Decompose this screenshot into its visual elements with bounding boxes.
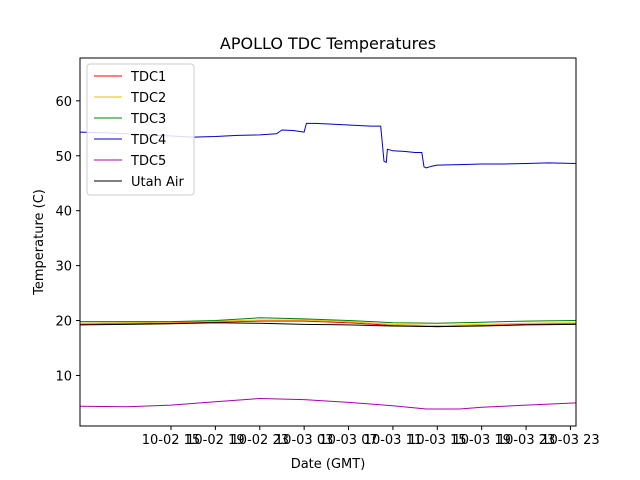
y-tick-label: 20 [55, 315, 72, 330]
series-line-tdc3 [80, 317, 576, 324]
legend: TDC1 TDC2 TDC3 TDC4 TDC5 Utah Air [86, 63, 195, 196]
legend-label-tdc2: TDC2 [130, 91, 166, 106]
legend-label-utah-air: Utah Air [131, 175, 184, 190]
plot-frame [79, 57, 577, 427]
legend-label-tdc5: TDC5 [130, 154, 166, 169]
x-tick-label: 10-02 15 [142, 433, 200, 448]
series-line-tdc5 [80, 398, 576, 410]
x-tick-label: 10-03 11 [364, 433, 422, 448]
series-line-tdc2 [80, 319, 576, 326]
series-layer [80, 122, 576, 410]
x-tick-label: 10-02 23 [231, 433, 289, 448]
legend-label-tdc3: TDC3 [130, 112, 166, 127]
x-tick-label: 10-03 07 [319, 433, 377, 448]
y-axis: 10 20 30 40 50 60 [55, 95, 80, 384]
y-tick-label: 10 [55, 369, 72, 384]
y-tick-label: 40 [55, 205, 72, 220]
x-tick-label: 10-02 19 [186, 433, 244, 448]
legend-label-tdc4: TDC4 [130, 133, 166, 148]
y-axis-label: Temperature (C) [32, 189, 47, 296]
chart-title: APOLLO TDC Temperatures [220, 34, 436, 53]
x-tick-label: 10-03 19 [452, 433, 510, 448]
x-tick-label: 10-03 15 [408, 433, 466, 448]
x-axis-label: Date (GMT) [291, 457, 366, 472]
y-tick-label: 60 [55, 95, 72, 110]
x-tick-label: 10-03 23 [541, 433, 599, 448]
legend-label-tdc1: TDC1 [130, 70, 166, 85]
series-line-tdc4 [80, 122, 576, 169]
y-tick-label: 50 [55, 150, 72, 165]
x-tick-label: 10-03 23 [497, 433, 555, 448]
y-tick-label: 30 [55, 260, 72, 275]
x-tick-label: 10-03 03 [275, 433, 333, 448]
series-line-utah-air [80, 322, 576, 328]
